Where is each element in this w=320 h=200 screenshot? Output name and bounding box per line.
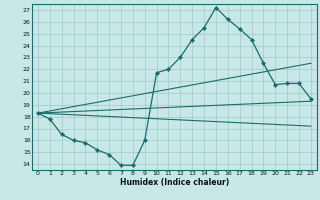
X-axis label: Humidex (Indice chaleur): Humidex (Indice chaleur) xyxy=(120,178,229,187)
